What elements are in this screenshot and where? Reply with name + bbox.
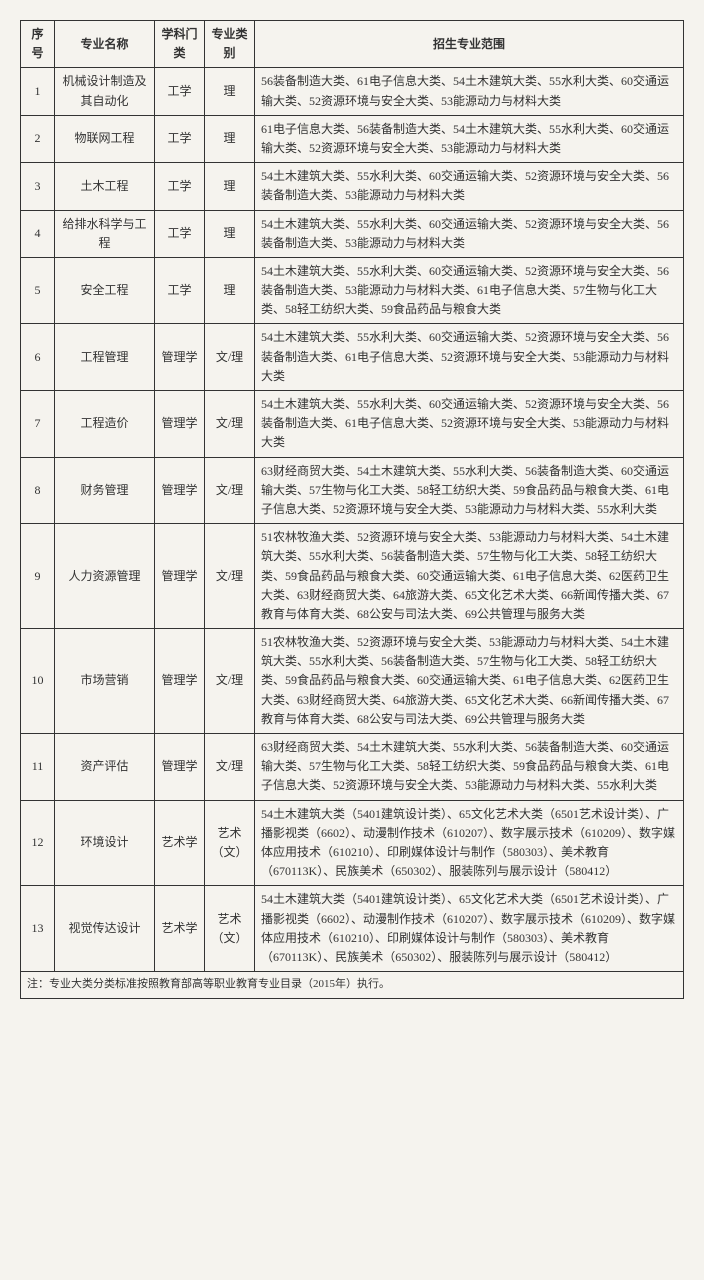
- cell-num: 4: [21, 210, 55, 257]
- table-row: 11资产评估管理学文/理63财经商贸大类、54土木建筑大类、55水利大类、56装…: [21, 734, 684, 801]
- cell-disc: 管理学: [155, 734, 205, 801]
- majors-table: 序号 专业名称 学科门类 专业类别 招生专业范围 1机械设计制造及其自动化工学理…: [20, 20, 684, 999]
- cell-cat: 文/理: [205, 629, 255, 734]
- cell-name: 环境设计: [55, 800, 155, 886]
- cell-name: 市场营销: [55, 629, 155, 734]
- table-header: 序号 专业名称 学科门类 专业类别 招生专业范围: [21, 21, 684, 68]
- cell-scope: 56装备制造大类、61电子信息大类、54土木建筑大类、55水利大类、60交通运输…: [255, 68, 684, 115]
- cell-scope: 54土木建筑大类、55水利大类、60交通运输大类、52资源环境与安全大类、56装…: [255, 210, 684, 257]
- cell-cat: 文/理: [205, 457, 255, 524]
- cell-scope: 54土木建筑大类、55水利大类、60交通运输大类、52资源环境与安全大类、56装…: [255, 163, 684, 210]
- cell-name: 人力资源管理: [55, 524, 155, 629]
- cell-scope: 54土木建筑大类、55水利大类、60交通运输大类、52资源环境与安全大类、56装…: [255, 324, 684, 391]
- cell-cat: 理: [205, 68, 255, 115]
- cell-disc: 管理学: [155, 524, 205, 629]
- col-header-name: 专业名称: [55, 21, 155, 68]
- cell-scope: 51农林牧渔大类、52资源环境与安全大类、53能源动力与材料大类、54土木建筑大…: [255, 524, 684, 629]
- cell-cat: 理: [205, 163, 255, 210]
- cell-scope: 54土木建筑大类、55水利大类、60交通运输大类、52资源环境与安全大类、56装…: [255, 257, 684, 324]
- cell-num: 12: [21, 800, 55, 886]
- table-row: 10市场营销管理学文/理51农林牧渔大类、52资源环境与安全大类、53能源动力与…: [21, 629, 684, 734]
- table-row: 4给排水科学与工程工学理54土木建筑大类、55水利大类、60交通运输大类、52资…: [21, 210, 684, 257]
- col-header-disc: 学科门类: [155, 21, 205, 68]
- cell-name: 财务管理: [55, 457, 155, 524]
- cell-name: 机械设计制造及其自动化: [55, 68, 155, 115]
- cell-disc: 艺术学: [155, 886, 205, 972]
- cell-disc: 管理学: [155, 324, 205, 391]
- cell-disc: 管理学: [155, 391, 205, 458]
- cell-name: 工程管理: [55, 324, 155, 391]
- cell-disc: 工学: [155, 115, 205, 162]
- cell-num: 1: [21, 68, 55, 115]
- cell-cat: 理: [205, 115, 255, 162]
- cell-name: 资产评估: [55, 734, 155, 801]
- cell-num: 8: [21, 457, 55, 524]
- cell-name: 物联网工程: [55, 115, 155, 162]
- cell-num: 10: [21, 629, 55, 734]
- cell-disc: 管理学: [155, 457, 205, 524]
- cell-num: 7: [21, 391, 55, 458]
- table-row: 2物联网工程工学理61电子信息大类、56装备制造大类、54土木建筑大类、55水利…: [21, 115, 684, 162]
- table-row: 8财务管理管理学文/理63财经商贸大类、54土木建筑大类、55水利大类、56装备…: [21, 457, 684, 524]
- cell-cat: 文/理: [205, 324, 255, 391]
- cell-cat: 文/理: [205, 391, 255, 458]
- cell-disc: 工学: [155, 163, 205, 210]
- cell-name: 土木工程: [55, 163, 155, 210]
- cell-num: 2: [21, 115, 55, 162]
- cell-num: 11: [21, 734, 55, 801]
- cell-cat: 艺术（文）: [205, 800, 255, 886]
- cell-cat: 理: [205, 210, 255, 257]
- cell-disc: 管理学: [155, 629, 205, 734]
- table-row: 7工程造价管理学文/理54土木建筑大类、55水利大类、60交通运输大类、52资源…: [21, 391, 684, 458]
- footnote: 注：专业大类分类标准按照教育部高等职业教育专业目录（2015年）执行。: [21, 972, 684, 999]
- cell-num: 6: [21, 324, 55, 391]
- cell-disc: 艺术学: [155, 800, 205, 886]
- cell-scope: 54土木建筑大类、55水利大类、60交通运输大类、52资源环境与安全大类、56装…: [255, 391, 684, 458]
- table-row: 5安全工程工学理54土木建筑大类、55水利大类、60交通运输大类、52资源环境与…: [21, 257, 684, 324]
- cell-cat: 理: [205, 257, 255, 324]
- cell-name: 视觉传达设计: [55, 886, 155, 972]
- table-row: 12环境设计艺术学艺术（文）54土木建筑大类（5401建筑设计类）、65文化艺术…: [21, 800, 684, 886]
- cell-scope: 54土木建筑大类（5401建筑设计类）、65文化艺术大类（6501艺术设计类）、…: [255, 886, 684, 972]
- cell-scope: 61电子信息大类、56装备制造大类、54土木建筑大类、55水利大类、60交通运输…: [255, 115, 684, 162]
- table-row: 6工程管理管理学文/理54土木建筑大类、55水利大类、60交通运输大类、52资源…: [21, 324, 684, 391]
- cell-num: 13: [21, 886, 55, 972]
- cell-cat: 文/理: [205, 734, 255, 801]
- cell-name: 给排水科学与工程: [55, 210, 155, 257]
- table-body: 1机械设计制造及其自动化工学理56装备制造大类、61电子信息大类、54土木建筑大…: [21, 68, 684, 972]
- col-header-scope: 招生专业范围: [255, 21, 684, 68]
- cell-disc: 工学: [155, 257, 205, 324]
- table-row: 9人力资源管理管理学文/理51农林牧渔大类、52资源环境与安全大类、53能源动力…: [21, 524, 684, 629]
- col-header-cat: 专业类别: [205, 21, 255, 68]
- cell-num: 9: [21, 524, 55, 629]
- cell-scope: 54土木建筑大类（5401建筑设计类）、65文化艺术大类（6501艺术设计类）、…: [255, 800, 684, 886]
- table-row: 13视觉传达设计艺术学艺术（文）54土木建筑大类（5401建筑设计类）、65文化…: [21, 886, 684, 972]
- cell-cat: 文/理: [205, 524, 255, 629]
- col-header-num: 序号: [21, 21, 55, 68]
- cell-scope: 63财经商贸大类、54土木建筑大类、55水利大类、56装备制造大类、60交通运输…: [255, 457, 684, 524]
- cell-cat: 艺术（文）: [205, 886, 255, 972]
- cell-name: 工程造价: [55, 391, 155, 458]
- cell-disc: 工学: [155, 68, 205, 115]
- cell-disc: 工学: [155, 210, 205, 257]
- table-row: 3土木工程工学理54土木建筑大类、55水利大类、60交通运输大类、52资源环境与…: [21, 163, 684, 210]
- page: 序号 专业名称 学科门类 专业类别 招生专业范围 1机械设计制造及其自动化工学理…: [20, 20, 684, 999]
- table-row: 1机械设计制造及其自动化工学理56装备制造大类、61电子信息大类、54土木建筑大…: [21, 68, 684, 115]
- cell-num: 3: [21, 163, 55, 210]
- cell-scope: 51农林牧渔大类、52资源环境与安全大类、53能源动力与材料大类、54土木建筑大…: [255, 629, 684, 734]
- cell-scope: 63财经商贸大类、54土木建筑大类、55水利大类、56装备制造大类、60交通运输…: [255, 734, 684, 801]
- cell-name: 安全工程: [55, 257, 155, 324]
- cell-num: 5: [21, 257, 55, 324]
